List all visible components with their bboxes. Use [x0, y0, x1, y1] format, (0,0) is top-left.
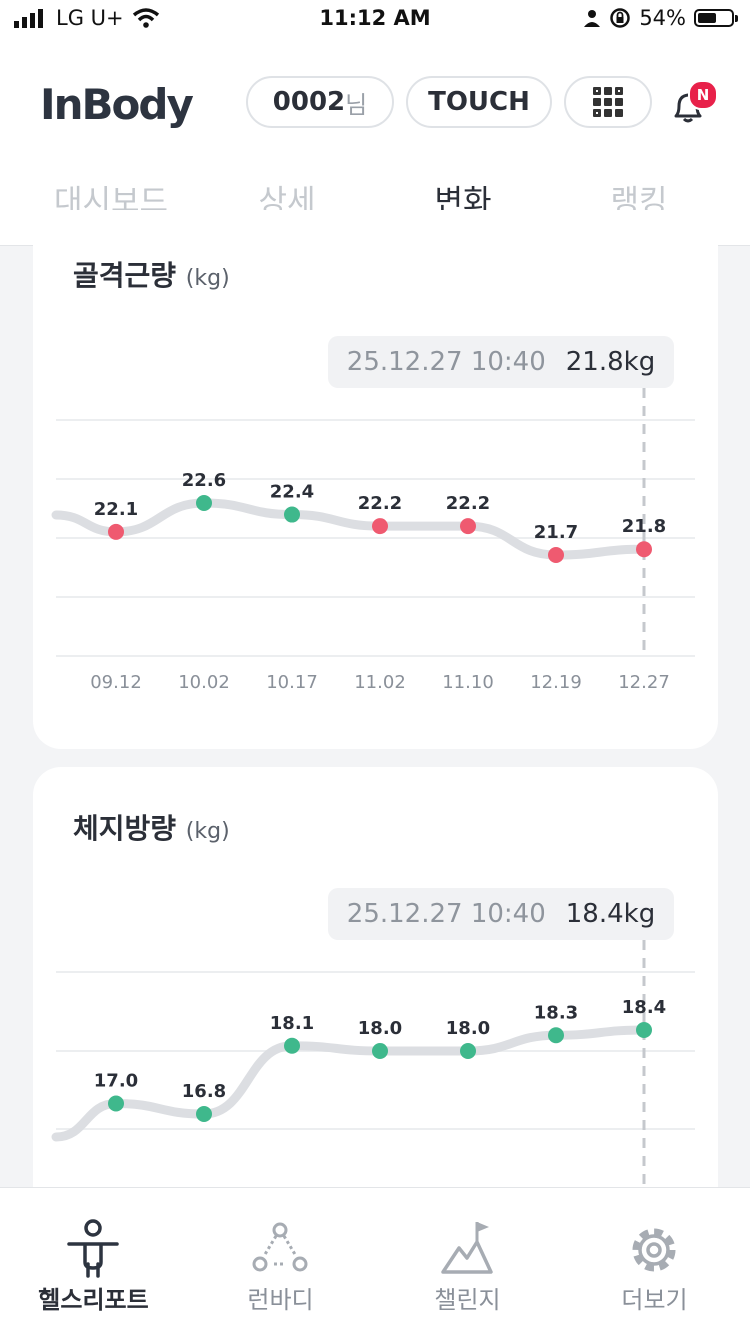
data-label-3: 22.2 — [358, 493, 402, 514]
rotation-lock-icon — [610, 8, 631, 28]
user-suffix: 님 — [345, 90, 368, 119]
inbody-logo: InBody — [40, 80, 194, 129]
battery-icon — [694, 9, 738, 27]
flag-mountain-icon — [441, 1222, 493, 1274]
data-point-0 — [108, 523, 124, 540]
data-point-3 — [372, 1043, 388, 1059]
data-label-1: 22.6 — [182, 470, 226, 491]
status-left: LG U+ — [14, 6, 160, 30]
fat-tooltip-date: 25.12.27 10:40 — [346, 899, 546, 929]
nav-runbody[interactable]: 런바디 — [187, 1188, 374, 1335]
data-label-6: 21.8 — [622, 516, 666, 537]
data-label-0: 22.1 — [94, 499, 138, 520]
data-label-0: 17.0 — [94, 1071, 138, 1092]
data-point-6 — [636, 1022, 652, 1038]
data-point-0 — [108, 1095, 124, 1112]
battery-percent: 54% — [639, 6, 686, 30]
muscle-title-unit: (kg) — [185, 266, 230, 291]
data-point-2 — [284, 506, 300, 523]
muscle-tooltip-value: 21.8kg — [565, 347, 656, 377]
data-point-6 — [636, 541, 652, 558]
data-point-3 — [372, 518, 388, 535]
muscle-mass-card: 골격근량 (kg) 25.12.27 10:40 21.8kg 22.1 22.6… — [33, 210, 718, 749]
data-label-2: 18.1 — [270, 1013, 314, 1034]
status-time: 11:12 AM — [319, 6, 431, 30]
x-tick-label-2: 10.17 — [266, 672, 318, 693]
nav-challenge[interactable]: 챌린지 — [374, 1188, 561, 1335]
data-label-4: 22.2 — [446, 493, 490, 514]
touch-button[interactable]: TOUCH — [406, 76, 552, 128]
data-point-1 — [196, 1106, 212, 1122]
muscle-title-text: 골격근량 — [73, 259, 177, 292]
x-tick-label-0: 09.12 — [90, 672, 142, 693]
fat-line-chart[interactable]: 17.0 16.8 18.1 18.0 18.0 18.3 18.4 — [33, 767, 718, 1187]
status-right: 54% — [583, 6, 738, 30]
x-tick-label-4: 11.10 — [442, 672, 494, 693]
signal-icon — [14, 9, 43, 28]
data-point-5 — [548, 547, 564, 563]
series-line — [51, 498, 649, 560]
nav-runbody-label: 런바디 — [247, 1286, 314, 1314]
user-id: 0002 — [272, 87, 346, 117]
series-line — [51, 1025, 649, 1142]
muscle-tooltip-date: 25.12.27 10:40 — [346, 347, 546, 377]
fat-card-title: 체지방량 (kg) — [73, 807, 230, 847]
fat-title-text: 체지방량 — [73, 812, 177, 845]
fat-tooltip-value: 18.4kg — [565, 899, 656, 929]
data-point-4 — [460, 518, 476, 535]
nav-health-report[interactable]: 헬스리포트 — [0, 1188, 187, 1335]
muscle-card-title: 골격근량 (kg) — [73, 254, 230, 294]
data-label-5: 18.3 — [534, 1002, 578, 1023]
data-point-2 — [284, 1037, 300, 1054]
gear-icon — [632, 1228, 676, 1272]
qr-code-icon — [593, 87, 623, 117]
fat-title-unit: (kg) — [185, 819, 230, 844]
x-tick-label-6: 12.27 — [618, 672, 670, 693]
nav-more-label: 더보기 — [621, 1286, 688, 1314]
notification-badge: N — [688, 80, 718, 110]
x-tick-label-5: 12.19 — [530, 672, 582, 693]
qr-button[interactable] — [564, 76, 652, 128]
muscle-line-chart[interactable]: 22.1 22.6 22.4 22.2 22.2 21.7 21.8 09.12 10.02 10… — [33, 210, 718, 730]
nav-challenge-label: 챌린지 — [434, 1286, 501, 1314]
carrier-label: LG U+ — [56, 6, 124, 30]
data-label-3: 18.0 — [358, 1018, 402, 1039]
nav-more[interactable]: 더보기 — [561, 1188, 748, 1335]
x-tick-label-1: 10.02 — [178, 672, 230, 693]
nav-health-report-label: 헬스리포트 — [38, 1286, 149, 1314]
person-icon — [67, 1219, 119, 1278]
muscle-tooltip: 25.12.27 10:40 21.8kg — [328, 336, 674, 388]
status-bar: LG U+ 11:12 AM 54% — [0, 0, 750, 40]
person-status-icon — [584, 10, 601, 27]
wifi-icon — [132, 8, 159, 28]
data-label-4: 18.0 — [446, 1018, 490, 1039]
fat-tooltip: 25.12.27 10:40 18.4kg — [328, 888, 674, 940]
x-tick-label-3: 11.02 — [354, 672, 406, 693]
user-id-button[interactable]: 0002 님 — [246, 76, 394, 128]
bottom-nav: 헬스리포트 런바디 챌린지 더보기 — [0, 1187, 750, 1335]
data-label-2: 22.4 — [270, 482, 314, 503]
data-label-6: 18.4 — [622, 997, 666, 1018]
data-point-1 — [196, 495, 212, 511]
data-label-5: 21.7 — [534, 522, 578, 543]
fat-mass-card: 체지방량 (kg) 25.12.27 10:40 18.4kg 17.0 16.8… — [33, 767, 718, 1227]
data-point-5 — [548, 1027, 564, 1044]
runbody-icon — [252, 1222, 308, 1272]
data-label-1: 16.8 — [182, 1081, 226, 1102]
data-point-4 — [460, 1043, 476, 1059]
